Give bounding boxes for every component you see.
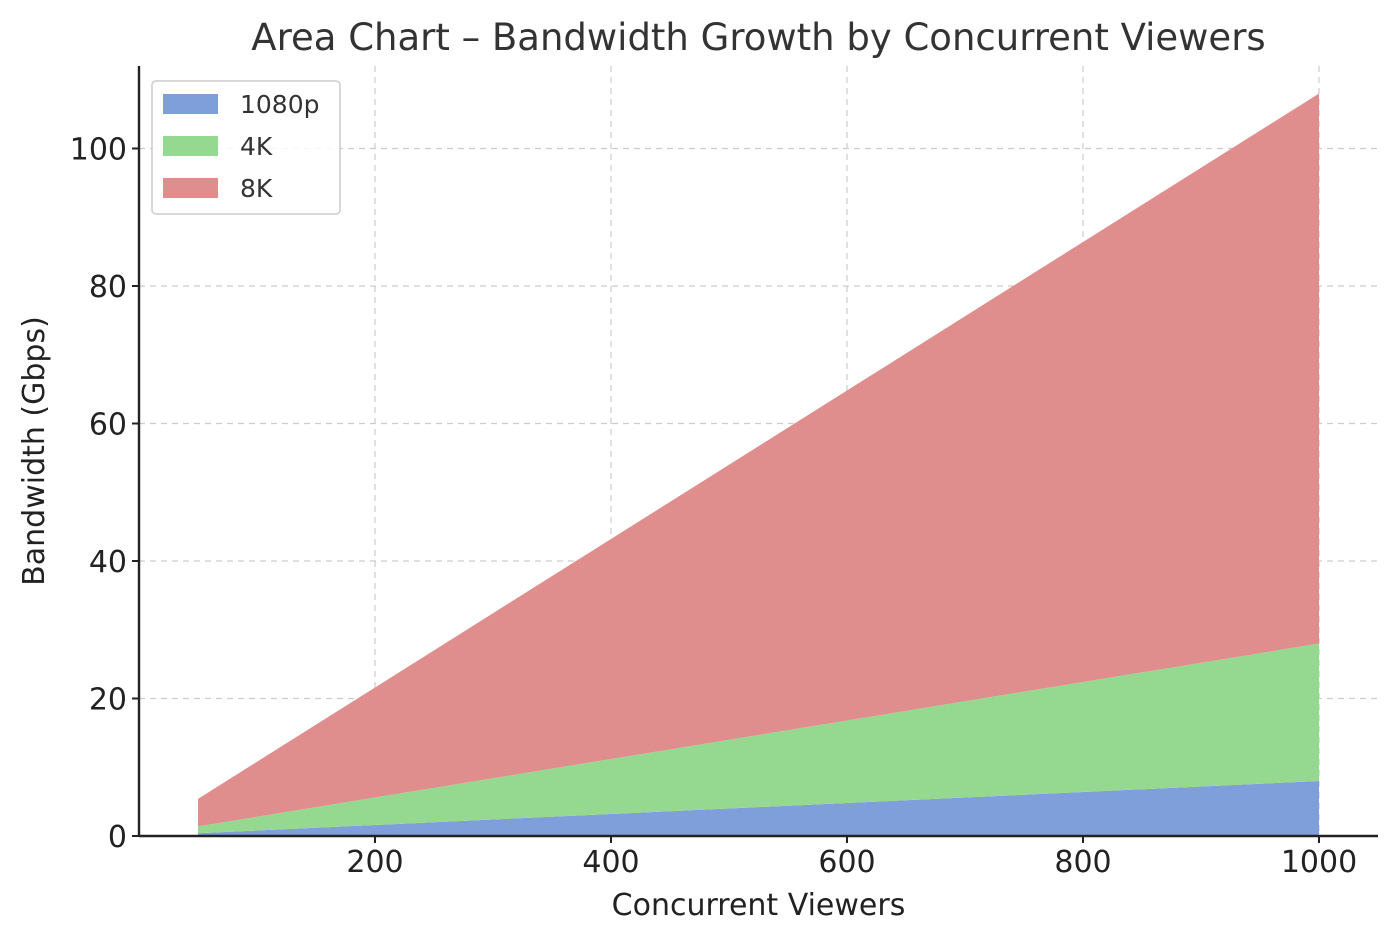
x-tick-label: 600 [818,845,875,880]
plot-areas [198,93,1319,836]
x-tick-label: 200 [346,845,403,880]
axes [137,66,1378,838]
y-tick-label: 80 [89,270,127,305]
legend-label-4k: 4K [240,132,273,161]
legend-items: 1080p 4K 8K [163,90,320,203]
area-series-4k [198,643,1319,834]
y-tick-label: 40 [89,545,127,580]
legend: 1080p 4K 8K [151,80,341,215]
legend-swatch-4k [163,136,218,156]
x-tick-label: 800 [1054,845,1111,880]
chart-title: Area Chart – Bandwidth Growth by Concurr… [251,16,1265,59]
y-tick-label: 0 [108,820,127,855]
x-tick-label: 400 [582,845,639,880]
ticks: 200 400 600 800 1000 0 20 40 60 80 100 [70,133,1357,881]
x-tick-label: 1000 [1281,845,1357,880]
y-tick-label: 100 [70,133,127,168]
area-series-8k [198,93,1319,827]
y-axis-label: Bandwidth (Gbps) [17,316,52,586]
x-axis-label: Concurrent Viewers [612,888,906,923]
y-tick-label: 60 [89,408,127,443]
legend-swatch-8k [163,178,218,198]
legend-label-1080p: 1080p [240,90,320,119]
area-series-1080p [198,781,1319,836]
legend-swatch-1080p [163,94,218,114]
y-tick-label: 20 [89,683,127,718]
legend-label-8k: 8K [240,174,273,203]
